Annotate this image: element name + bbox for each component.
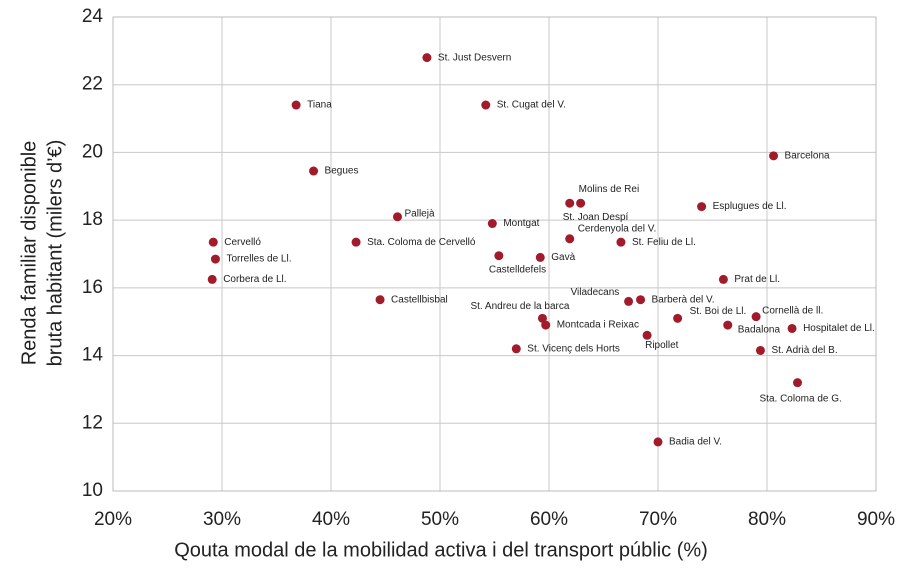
point-label: Montcada i Reixac	[557, 320, 639, 331]
point-label: Cervelló	[224, 237, 261, 248]
point	[309, 166, 319, 176]
point-label: Montgat	[503, 218, 539, 229]
point	[673, 313, 683, 323]
point-label: Corbera de Ll.	[223, 274, 286, 285]
point	[755, 345, 765, 355]
y-axis-label-line: bruta habitant (milers d’€)	[44, 140, 66, 367]
y-tick-label: 10	[82, 480, 103, 501]
point	[616, 237, 626, 247]
point-label: Begues	[325, 166, 359, 177]
point-label: Torrelles de Ll.	[226, 254, 291, 265]
point-label: Barcelona	[785, 150, 830, 161]
point	[511, 344, 521, 354]
x-tick-label: 90%	[857, 509, 895, 530]
point	[718, 274, 728, 284]
point	[565, 234, 575, 244]
point-label: St. Feliu de Ll.	[632, 237, 696, 248]
point-label: Sta. Coloma de G.	[760, 393, 842, 404]
point	[535, 252, 545, 262]
y-tick-label: 16	[82, 277, 103, 298]
point-label: Molins de Rei	[579, 184, 640, 195]
point	[769, 151, 779, 161]
x-tick-label: 80%	[748, 509, 786, 530]
x-tick-label: 40%	[312, 509, 350, 530]
point	[541, 320, 551, 330]
point	[697, 202, 707, 212]
point-label: Esplugues de Ll.	[713, 201, 787, 212]
point	[537, 313, 547, 323]
y-tick-label: 20	[82, 141, 103, 162]
point	[787, 323, 797, 333]
point	[422, 53, 432, 63]
point-label: Cornellà de ll.	[762, 305, 823, 316]
y-axis-label-line: Renda familiar disponible	[18, 141, 40, 366]
point-label: Hospitalet de Ll.	[803, 323, 875, 334]
y-axis-label: Renda familiar disponible bruta habitant…	[18, 140, 66, 367]
point-label: St. Vicenç dels Horts	[527, 343, 620, 354]
point	[481, 100, 491, 110]
point-label: St. Andreu de la barca	[470, 301, 569, 312]
y-tick-label: 12	[82, 412, 103, 433]
x-tick-label: 50%	[421, 509, 459, 530]
y-tick-label: 24	[82, 6, 104, 27]
point	[642, 330, 652, 340]
point	[487, 219, 497, 229]
point	[723, 320, 733, 330]
x-tick-label: 30%	[203, 509, 241, 530]
point	[208, 237, 218, 247]
point	[392, 212, 402, 222]
point-label: St. Adrià del B.	[771, 345, 837, 356]
point-label: Castelldefels	[489, 264, 546, 275]
point-label: Prat de Ll.	[734, 274, 780, 285]
point-label: Cerdenyola del V.	[578, 223, 657, 234]
point	[375, 295, 385, 305]
point	[793, 378, 803, 388]
point-label: Ripollet	[645, 340, 679, 351]
point	[291, 100, 301, 110]
point	[751, 312, 761, 322]
point	[653, 437, 663, 447]
point-label: Barberà del V.	[652, 294, 715, 305]
point-label: St. Boi de Ll.	[690, 306, 747, 317]
point-label: St. Just Desvern	[438, 52, 511, 63]
point-label: St. Joan Despí	[563, 212, 629, 223]
point-label: Badalona	[738, 325, 781, 336]
y-tick-label: 18	[82, 209, 103, 230]
point	[351, 237, 361, 247]
x-tick-label: 70%	[639, 509, 677, 530]
point-label: Sta. Coloma de Cervelló	[367, 237, 476, 248]
y-tick-label: 14	[82, 345, 104, 366]
point-label: Pallejà	[404, 208, 434, 219]
point	[636, 295, 646, 305]
x-axis-label: Qouta modal de la mobilidad activa i del…	[174, 539, 708, 561]
point	[207, 274, 217, 284]
plot-frame	[112, 16, 877, 492]
point-label: Tiana	[307, 100, 332, 111]
x-tick-label: 60%	[530, 509, 568, 530]
x-tick-label: 20%	[94, 509, 132, 530]
point	[624, 296, 634, 306]
point-label: Castellbisbal	[391, 294, 448, 305]
point-label: Gavà	[551, 252, 575, 263]
point	[565, 198, 575, 208]
point-label: Viladecans	[571, 287, 620, 298]
point-label: Badia del V.	[669, 437, 722, 448]
point	[494, 251, 504, 261]
y-tick-label: 22	[82, 74, 103, 95]
point	[210, 254, 220, 264]
point-label: St. Cugat del V.	[497, 100, 566, 111]
point	[576, 198, 586, 208]
